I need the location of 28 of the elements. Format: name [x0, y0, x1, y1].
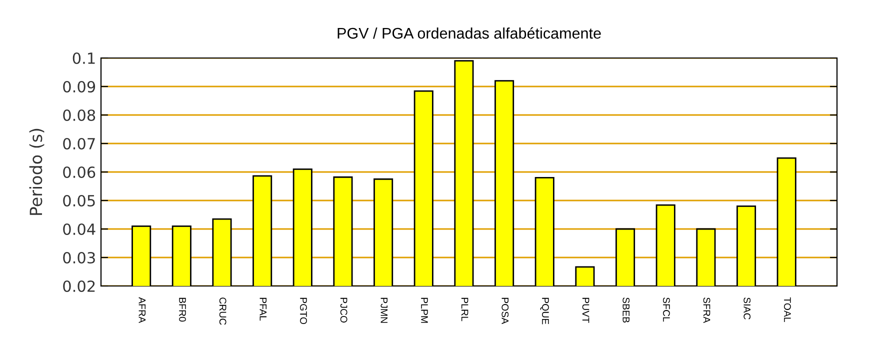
y-tick-label: 0.08	[63, 109, 96, 122]
chart-title: PGV / PGA ordenadas alfabéticamente	[338, 27, 601, 39]
y-tick-label: 0.04	[63, 223, 96, 236]
x-tick-label: TOAL	[784, 297, 791, 322]
x-tick-label: PJMN	[380, 298, 388, 323]
x-tick-label: PFAL	[260, 298, 266, 321]
x-tick-label: CRUC	[219, 298, 226, 325]
x-tick-label: PLPM	[421, 298, 428, 323]
x-tick-label: PGTO	[300, 298, 307, 324]
y-tick-label: 0.1	[72, 52, 95, 64]
y-tick-label: 0.03	[63, 252, 95, 264]
x-tick-label: PQUE	[540, 298, 549, 324]
x-tick-label: SIAC	[744, 298, 751, 320]
x-tick-label: PJCO	[340, 298, 348, 323]
y-tick-label: 0.02	[63, 280, 95, 292]
x-tick-label: SFRA	[703, 298, 710, 324]
x-tick-label: AFRA	[138, 297, 146, 324]
y-tick-label: 0.06	[63, 166, 96, 178]
x-tick-label: BFR0	[179, 298, 186, 322]
x-tick-label: POSA	[502, 298, 509, 324]
y-tick-label: 0.05	[63, 194, 95, 207]
y-tick-label: 0.07	[63, 138, 95, 150]
x-tick-label: PLRL	[461, 298, 468, 322]
x-tick-label: SFCL	[662, 298, 670, 322]
y-axis-title: Periodo (s)	[29, 128, 44, 215]
x-tick-label: SBEB	[622, 298, 630, 323]
x-tick-label: PUVT	[582, 298, 590, 323]
y-tick-label: 0.09	[63, 80, 96, 93]
